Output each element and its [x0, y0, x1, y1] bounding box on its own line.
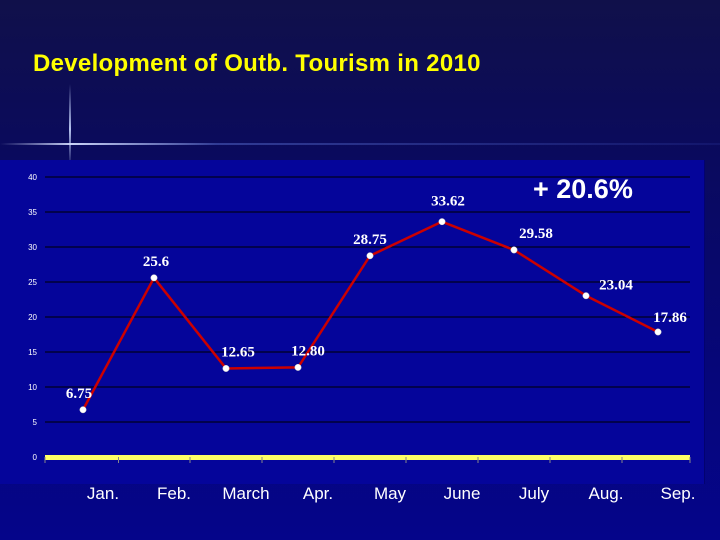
- y-tick-label-35: 35: [28, 208, 37, 217]
- x-tick-label-sep: Sep.: [660, 484, 696, 503]
- data-point-Aug.: [582, 292, 590, 300]
- x-tick-label-june: June: [443, 484, 481, 503]
- growth-annotation: + 20.6%: [533, 174, 633, 204]
- x-tick-label-may: May: [373, 484, 407, 503]
- data-label-March: 12.65: [221, 344, 255, 360]
- series-line: [81, 220, 659, 411]
- x-tick-label-july: July: [518, 484, 550, 503]
- data-point-Jan.: [79, 406, 87, 414]
- sparkle-decoration-horizontal: [0, 143, 720, 145]
- data-label-May: 28.75: [353, 232, 387, 248]
- data-label-Jan.: 6.75: [66, 386, 92, 402]
- data-label-Apr.: 12.80: [291, 343, 325, 359]
- data-label-July: 29.58: [519, 226, 553, 242]
- y-tick-label-30: 30: [28, 243, 37, 252]
- y-tick-label-40: 40: [28, 173, 37, 182]
- plot-panel: [0, 160, 705, 484]
- y-tick-label-5: 5: [33, 418, 38, 427]
- sparkle-decoration-vertical: [69, 84, 71, 166]
- x-tick-label-apr: Apr.: [302, 484, 334, 503]
- data-label-Sep.: 17.86: [653, 310, 687, 326]
- data-point-July: [510, 246, 518, 254]
- y-tick-label-20: 20: [28, 313, 37, 322]
- data-point-Sep.: [654, 328, 662, 336]
- y-tick-label-15: 15: [28, 348, 37, 357]
- x-tick-label-jan: Jan.: [86, 484, 120, 503]
- data-point-June: [438, 218, 446, 226]
- data-point-Feb.: [150, 274, 158, 282]
- y-tick-label-0: 0: [33, 453, 38, 462]
- x-tick-label-feb: Feb.: [156, 484, 192, 503]
- chart-title: Development of Outb. Tourism in 2010: [33, 50, 481, 77]
- data-label-June: 33.62: [431, 194, 465, 210]
- data-point-Apr.: [294, 363, 302, 371]
- y-tick-label-10: 10: [28, 383, 37, 392]
- data-label-Aug.: 23.04: [599, 278, 633, 294]
- data-point-May: [366, 252, 374, 260]
- x-tick-label-march: March: [222, 484, 270, 503]
- data-label-Feb.: 25.6: [143, 254, 170, 270]
- y-tick-label-25: 25: [28, 278, 37, 287]
- x-axis-line: [45, 455, 690, 460]
- data-point-March: [222, 365, 230, 372]
- x-tick-label-aug: Aug.: [588, 484, 624, 503]
